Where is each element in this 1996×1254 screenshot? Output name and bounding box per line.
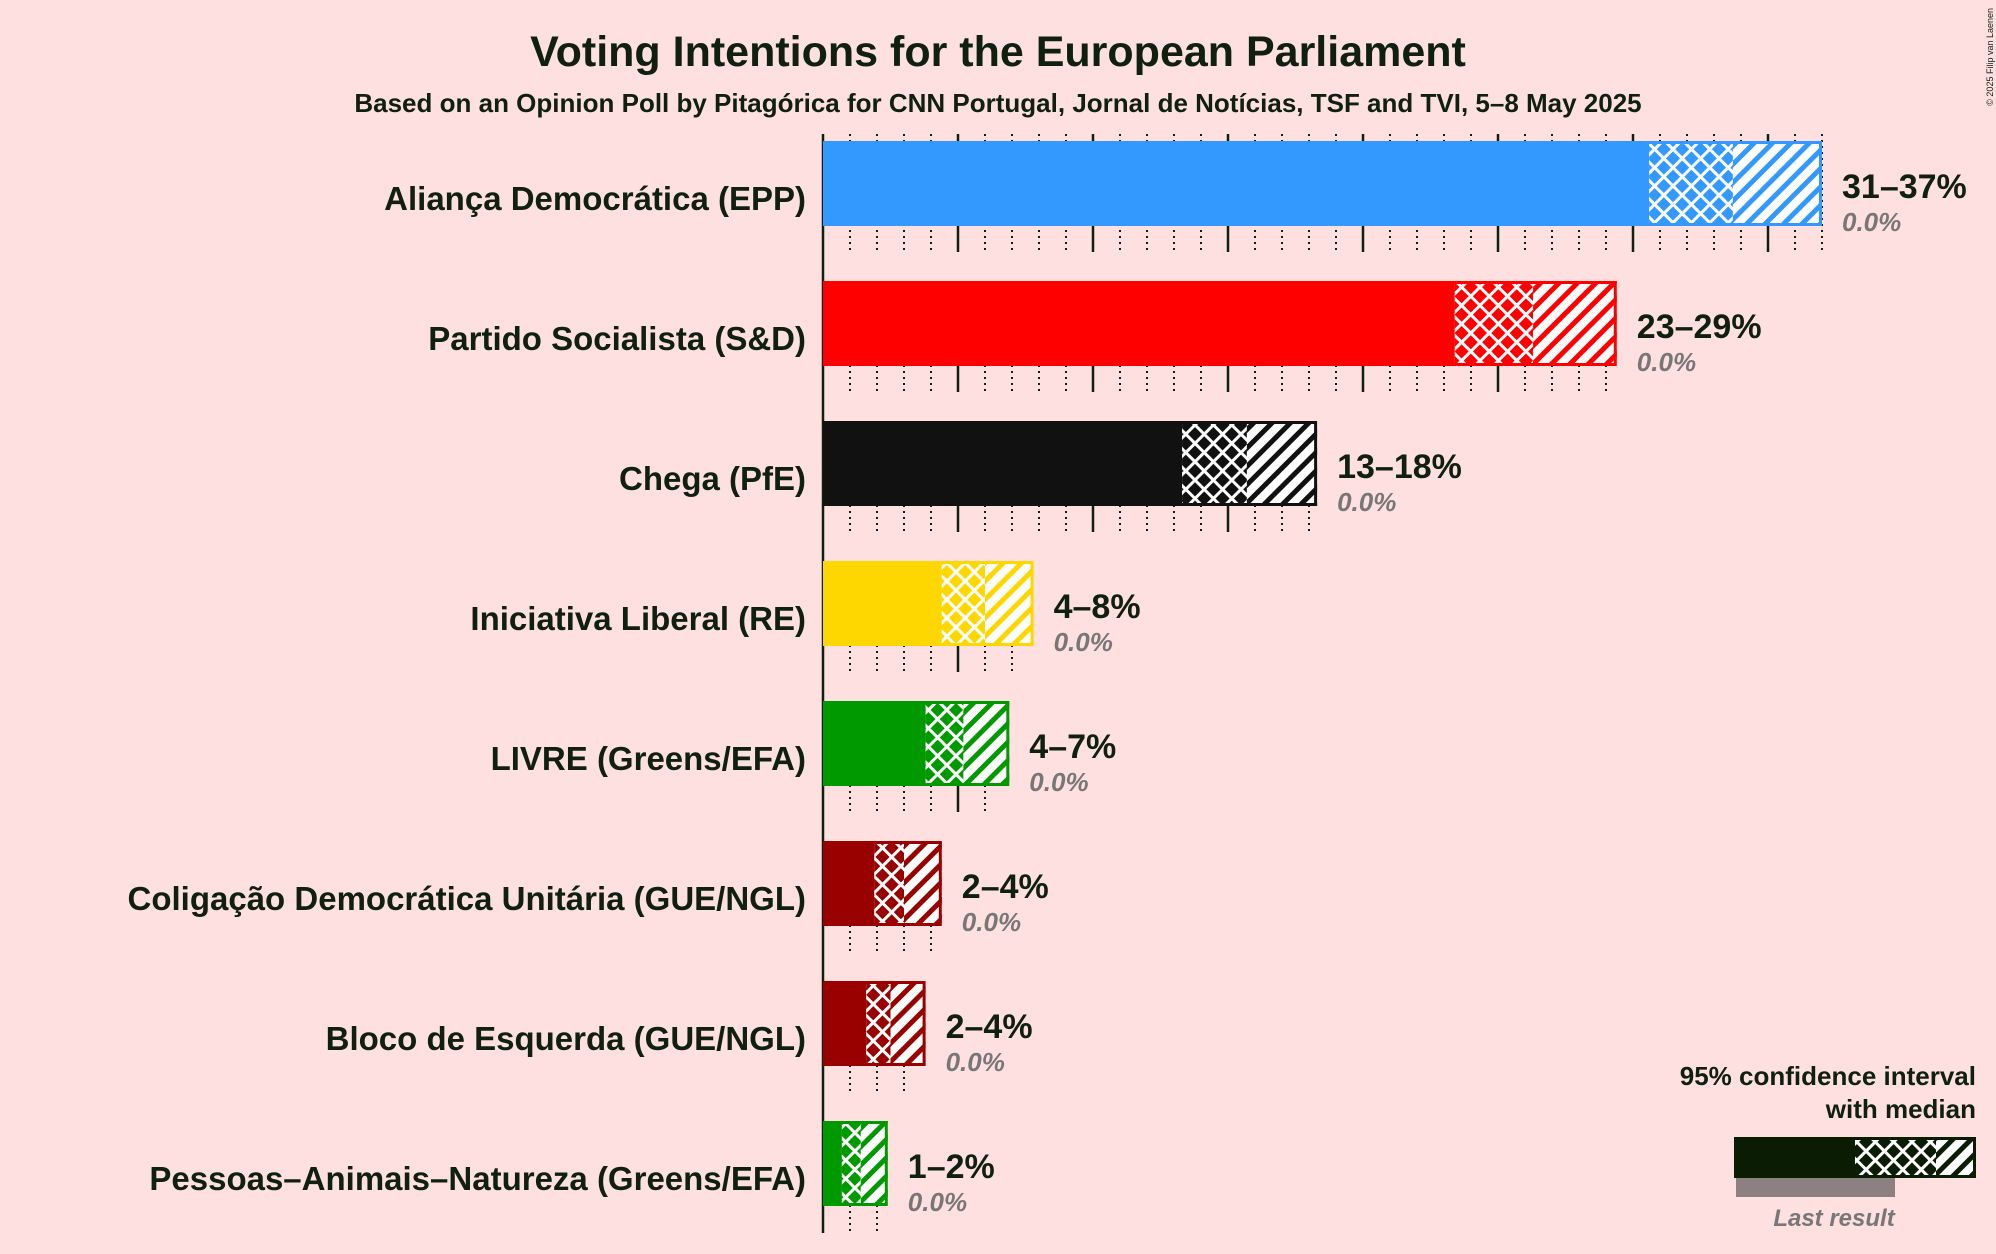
party-ci-median-to-upper (963, 701, 1010, 786)
party-name-label: Aliança Democrática (EPP) (384, 180, 806, 217)
party-bar-solid (823, 701, 926, 786)
party-ci-median-to-upper (1533, 281, 1617, 366)
party-ci-median-to-upper (1732, 141, 1822, 226)
party-ci-lower-to-median (1182, 421, 1247, 506)
legend-ci-lower-to-median (1855, 1137, 1936, 1178)
party-bar-group (823, 841, 942, 926)
party-bar-solid (823, 981, 867, 1066)
party-bar-solid (823, 561, 942, 646)
party-bar-outline (823, 1121, 888, 1206)
last-result-label: 0.0% (1637, 347, 1696, 377)
legend-bar-solid (1734, 1137, 1855, 1178)
legend-ci-median-to-upper (1936, 1137, 1976, 1178)
party-name-label: Pessoas–Animais–Natureza (Greens/EFA) (149, 1160, 806, 1197)
party-bar-outline (823, 421, 1318, 506)
party-bar-group (823, 1121, 888, 1206)
party-name-label: LIVRE (Greens/EFA) (491, 740, 806, 777)
last-result-label: 0.0% (1054, 627, 1113, 657)
party-ci-lower-to-median (941, 561, 985, 646)
ci-range-label: 2–4% (962, 868, 1049, 906)
last-result-label: 0.0% (1029, 767, 1088, 797)
legend: 95% confidence interval with median Last… (1680, 1061, 1976, 1232)
party-ci-lower-to-median (925, 701, 964, 786)
last-result-label: 0.0% (1842, 207, 1901, 237)
party-ci-lower-to-median (841, 1121, 861, 1206)
party-bar-outline (823, 701, 1010, 786)
ci-range-label: 4–8% (1054, 588, 1141, 626)
party-ci-median-to-upper (890, 981, 926, 1066)
party-ci-lower-to-median (866, 981, 891, 1066)
party-bar-outline (823, 841, 942, 926)
ci-range-label: 13–18% (1337, 448, 1462, 486)
party-bar-solid (823, 141, 1650, 226)
party-ci-lower-to-median (874, 841, 904, 926)
party-name-label: Iniciativa Liberal (RE) (470, 600, 806, 637)
party-ci-lower-to-median (1454, 281, 1534, 366)
party-name-label: Partido Socialista (S&D) (428, 320, 806, 357)
last-result-label: 0.0% (962, 907, 1021, 937)
ci-range-label: 2–4% (946, 1008, 1033, 1046)
party-bar-outline (823, 141, 1822, 226)
party-bar-group (823, 141, 1822, 226)
party-bar-group (823, 981, 926, 1066)
party-name-label: Bloco de Esquerda (GUE/NGL) (326, 1020, 806, 1057)
legend-title-line-2: with median (1825, 1094, 1976, 1124)
chart-title: Voting Intentions for the European Parli… (530, 28, 1466, 76)
ci-range-label: 31–37% (1842, 168, 1967, 206)
chart-subtitle: Based on an Opinion Poll by Pitagórica f… (354, 88, 1641, 118)
legend-last-result-bar (1736, 1178, 1895, 1197)
party-bar-solid (823, 421, 1183, 506)
party-bar-outline (823, 281, 1617, 366)
party-name-label: Coligação Democrática Unitária (GUE/NGL) (128, 880, 806, 917)
party-bar-group (823, 281, 1617, 366)
last-result-label: 0.0% (946, 1047, 1005, 1077)
party-ci-median-to-upper (904, 841, 942, 926)
party-ci-median-to-upper (985, 561, 1034, 646)
party-name-label: Chega (PfE) (619, 460, 806, 497)
legend-last-result-label: Last result (1773, 1205, 1895, 1232)
legend-bar-outline (1734, 1137, 1976, 1178)
party-labels: Aliança Democrática (EPP) 31–37%0.0%Parti… (128, 168, 1967, 1217)
party-bar-solid (823, 281, 1455, 366)
party-bar-outline (823, 981, 926, 1066)
ci-range-label: 4–7% (1029, 728, 1116, 766)
party-ci-median-to-upper (1246, 421, 1318, 506)
party-ci-median-to-upper (860, 1121, 888, 1206)
party-bar-solid (823, 841, 875, 926)
copyright-notice: © 2025 Filip van Laenen (1985, 8, 1995, 106)
party-bar-solid (823, 1121, 842, 1206)
party-bar-group (823, 701, 1010, 786)
party-ci-lower-to-median (1649, 141, 1733, 226)
party-bars (823, 141, 1822, 1206)
party-bar-group (823, 561, 1034, 646)
ci-range-label: 1–2% (908, 1148, 995, 1186)
last-result-label: 0.0% (1337, 487, 1396, 517)
party-bar-outline (823, 561, 1034, 646)
party-bar-group (823, 421, 1318, 506)
legend-title-line-1: 95% confidence interval (1680, 1061, 1976, 1091)
last-result-label: 0.0% (908, 1187, 967, 1217)
legend-swatch (1734, 1137, 1976, 1197)
ci-range-label: 23–29% (1637, 308, 1762, 346)
